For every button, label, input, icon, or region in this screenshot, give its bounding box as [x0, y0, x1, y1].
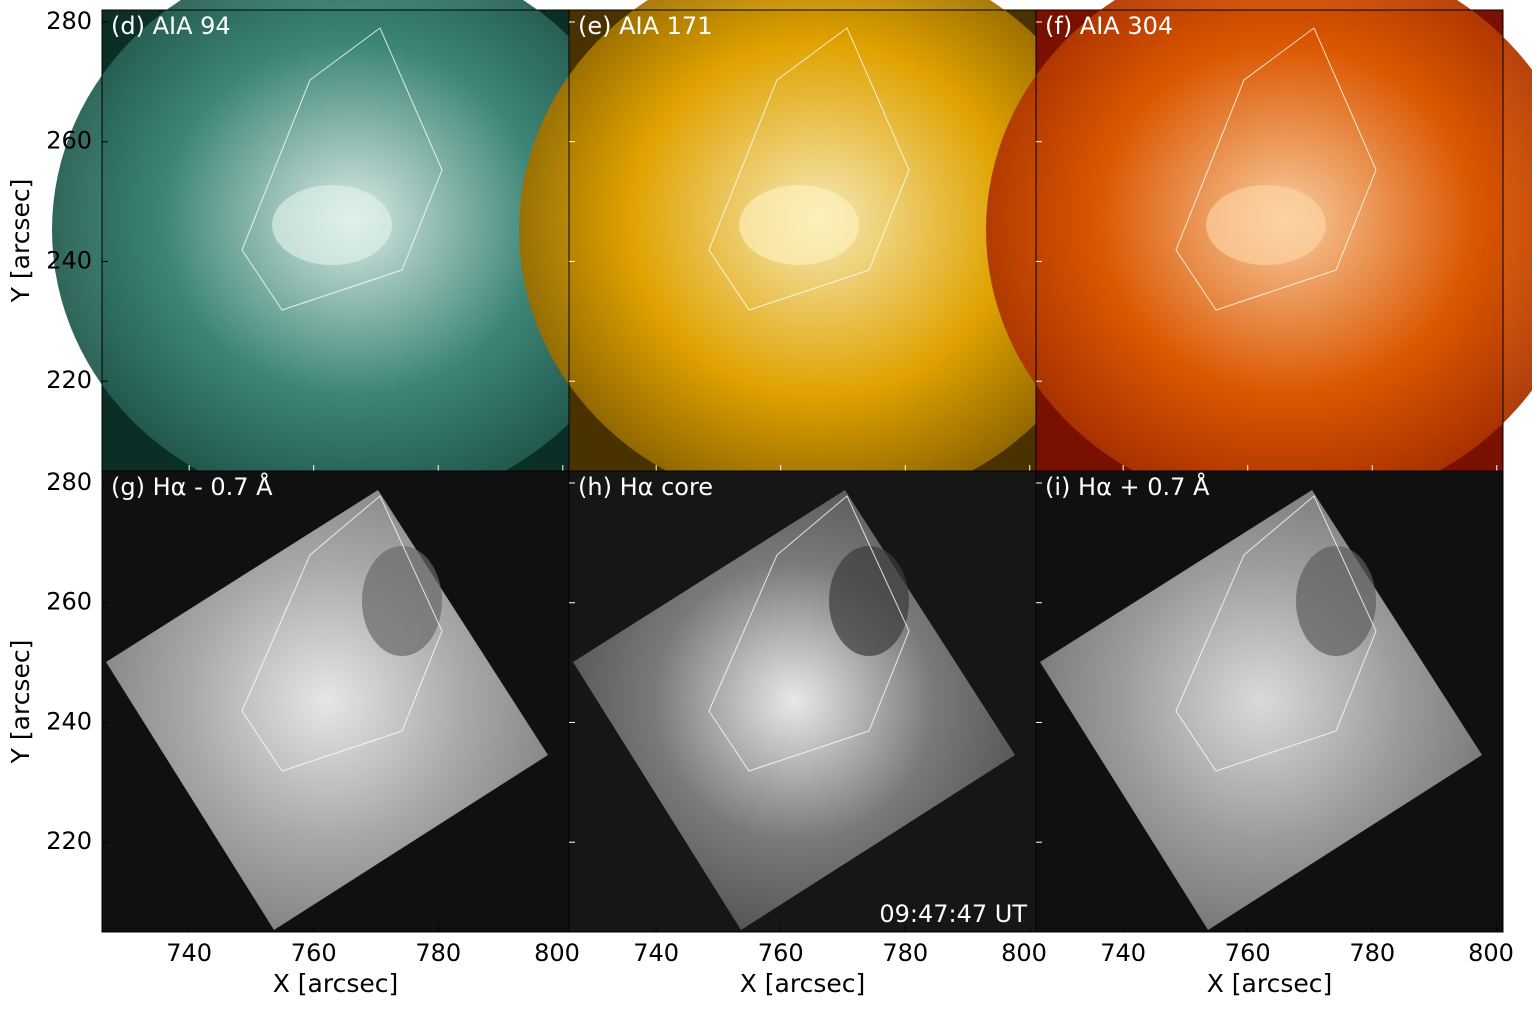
x-axis-label: X [arcsec] [740, 969, 866, 998]
y-tick-label: 220 [46, 366, 92, 394]
y-tick-label: 260 [46, 588, 92, 616]
x-tick-label: 760 [758, 939, 804, 967]
panel-title: (h) Hα core [578, 473, 713, 501]
y-axis-label: Y [arcsec] [6, 640, 35, 765]
sunspot [829, 546, 909, 656]
x-tick-label: 740 [1100, 939, 1146, 967]
x-axis-label: X [arcsec] [273, 969, 399, 998]
y-tick-label: 220 [46, 827, 92, 855]
panel-title: (i) Hα + 0.7 Å [1045, 472, 1210, 501]
bright-core [272, 185, 392, 265]
panel-title: (d) AIA 94 [111, 12, 231, 40]
x-tick-label: 760 [291, 939, 337, 967]
y-tick-label: 260 [46, 127, 92, 155]
contour [1175, 27, 1377, 311]
x-tick-label: 780 [415, 939, 461, 967]
panel-title: (g) Hα - 0.7 Å [111, 472, 273, 501]
x-tick-label: 740 [633, 939, 679, 967]
x-tick-label: 740 [166, 939, 212, 967]
x-tick-label: 800 [1001, 939, 1047, 967]
sunspot [362, 546, 442, 656]
y-tick-label: 280 [46, 7, 92, 35]
contour [241, 27, 443, 311]
panel-title: (e) AIA 171 [578, 12, 712, 40]
sunspot [1296, 546, 1376, 656]
contour [708, 495, 910, 772]
contour [1175, 495, 1377, 772]
bright-core [1206, 185, 1326, 265]
x-axis-label: X [arcsec] [1207, 969, 1333, 998]
contour [708, 27, 910, 311]
x-tick-label: 780 [1349, 939, 1395, 967]
x-tick-label: 760 [1225, 939, 1271, 967]
panel-title: (f) AIA 304 [1045, 12, 1173, 40]
x-tick-label: 800 [534, 939, 580, 967]
bright-core [739, 185, 859, 265]
time-annotation: 09:47:47 UT [879, 900, 1027, 928]
contour [241, 495, 443, 772]
y-tick-label: 280 [46, 468, 92, 496]
x-tick-label: 800 [1468, 939, 1514, 967]
y-axis-label: Y [arcsec] [6, 179, 35, 304]
x-tick-label: 780 [882, 939, 928, 967]
panel-frame [1035, 470, 1504, 933]
y-tick-label: 240 [46, 707, 92, 735]
y-tick-label: 240 [46, 246, 92, 274]
